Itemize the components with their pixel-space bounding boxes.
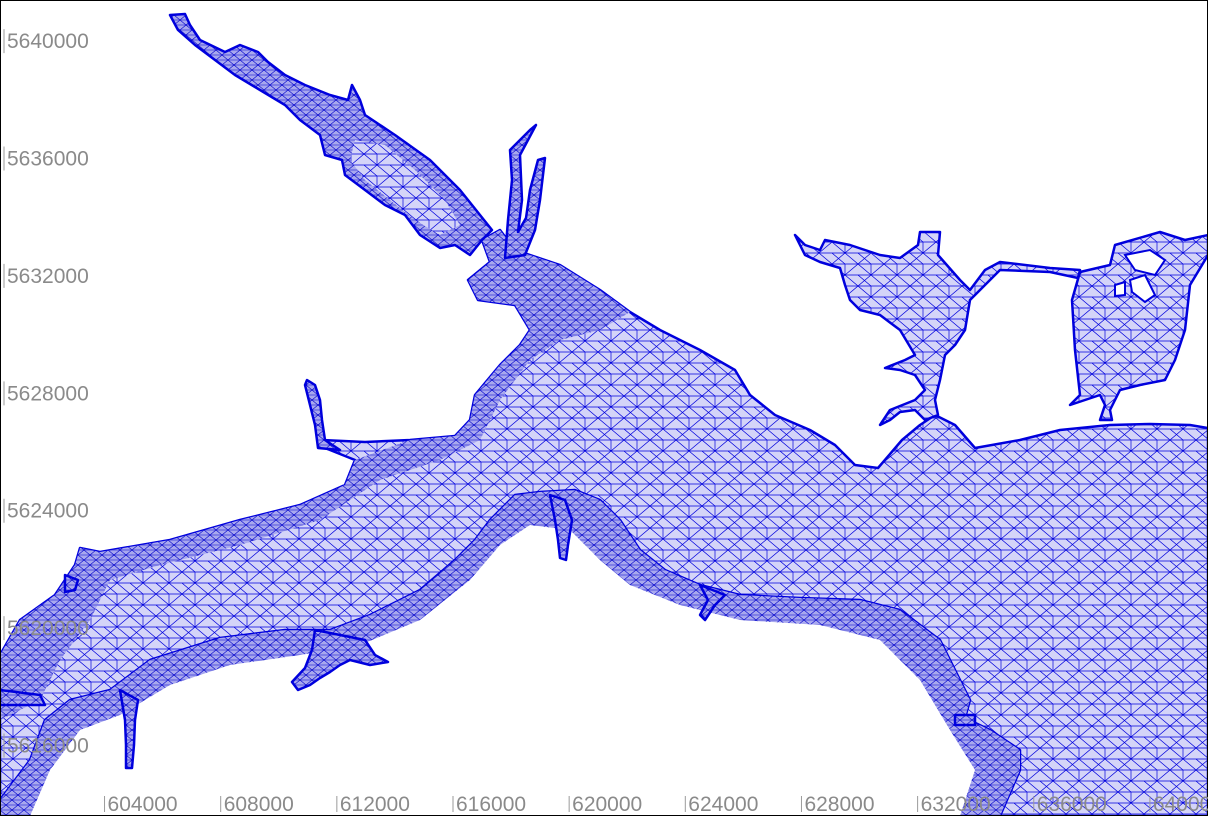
mesh-layer (1, 12, 1207, 815)
y-tick-label: 5616000 (7, 735, 89, 758)
northeast-lagoon-east (1068, 230, 1207, 422)
x-tick-label: 608000 (224, 793, 294, 816)
x-tick-label: 632000 (921, 793, 991, 816)
lagoon-island-2 (1128, 273, 1157, 304)
y-axis: 5640000 5636000 5632000 5628000 5624000 56200… (3, 29, 89, 758)
x-tick-label: 616000 (456, 793, 526, 816)
x-tick-label: 612000 (340, 793, 410, 816)
y-tick-label: 5640000 (7, 30, 89, 53)
y-tick-label: 5620000 (7, 617, 89, 640)
x-axis: 604000 608000 612000 616000 620000 624000 6280… (104, 793, 1208, 816)
lower-shore-fine-band (1, 490, 1020, 815)
south-creek-4 (698, 583, 727, 622)
south-creek-3 (118, 688, 140, 770)
southeast-creek (953, 713, 977, 727)
x-tick-label: 604000 (108, 793, 178, 816)
south-creek-1 (548, 493, 574, 562)
west-edge-branch-2 (63, 573, 80, 594)
y-tick-label: 5632000 (7, 265, 89, 288)
northeast-lagoon-west (793, 230, 1082, 427)
west-edge-branch (1, 688, 47, 707)
main-channel-fine-band (1, 230, 630, 720)
lagoon-island-1 (1123, 248, 1167, 277)
west-creek (303, 378, 342, 452)
x-tick-label: 628000 (804, 793, 874, 816)
south-creek-2 (290, 628, 390, 692)
north-creek (503, 123, 547, 260)
y-tick-label: 5628000 (7, 382, 89, 405)
lagoon-island-3 (1114, 280, 1126, 298)
x-tick-label: 620000 (572, 793, 642, 816)
x-tick-label: 636000 (1037, 793, 1107, 816)
northwest-arm-lake (350, 140, 460, 235)
x-tick-label: 640000 (1153, 793, 1208, 816)
y-tick-label: 5624000 (7, 500, 89, 523)
y-tick-label: 5636000 (7, 148, 89, 171)
x-tick-label: 624000 (688, 793, 758, 816)
